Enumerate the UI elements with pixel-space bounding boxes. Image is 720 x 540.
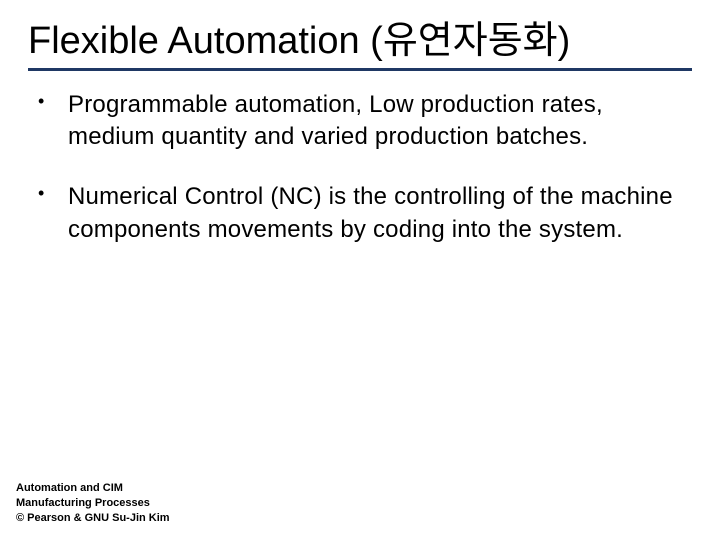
bullet-list: • Programmable automation, Low productio… — [28, 89, 692, 247]
title-underline — [28, 68, 692, 71]
list-item: • Programmable automation, Low productio… — [34, 89, 682, 154]
footer-line: Manufacturing Processes — [16, 496, 170, 511]
bullet-text: Numerical Control (NC) is the controllin… — [68, 181, 682, 246]
slide-title: Flexible Automation (유연자동화) — [28, 18, 692, 66]
bullet-marker: • — [34, 89, 68, 114]
title-block: Flexible Automation (유연자동화) — [28, 18, 692, 71]
bullet-text: Programmable automation, Low production … — [68, 89, 682, 154]
bullet-marker: • — [34, 181, 68, 206]
list-item: • Numerical Control (NC) is the controll… — [34, 181, 682, 246]
footer-line: © Pearson & GNU Su-Jin Kim — [16, 511, 170, 526]
slide-footer: Automation and CIM Manufacturing Process… — [16, 481, 170, 526]
slide: Flexible Automation (유연자동화) • Programmab… — [0, 0, 720, 540]
footer-line: Automation and CIM — [16, 481, 170, 496]
